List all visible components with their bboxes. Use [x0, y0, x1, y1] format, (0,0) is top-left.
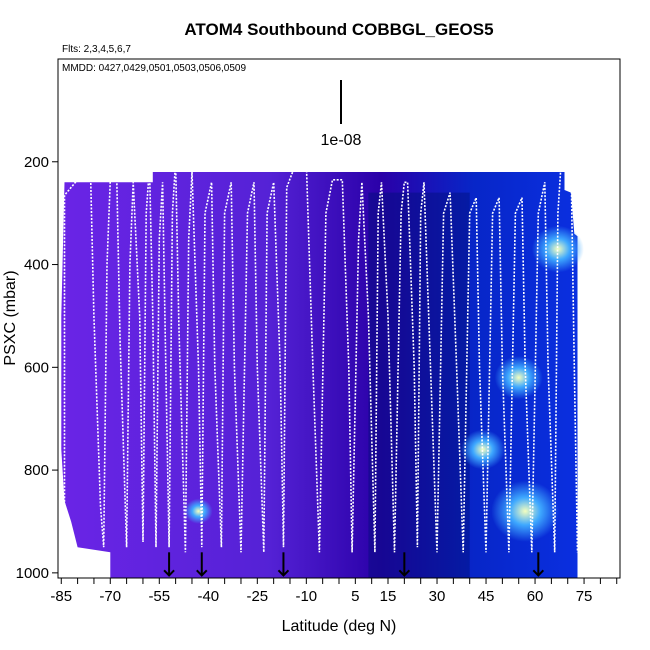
y-tick-label: 600 [24, 359, 49, 376]
x-tick-label: 45 [478, 588, 495, 605]
x-tick-label: -85 [50, 588, 72, 605]
x-tick-label: -55 [148, 588, 170, 605]
x-axis: -85 -70 -55 -40 -25 -10 5 15 30 45 60 75 [50, 577, 618, 605]
x-tick-label: 75 [576, 588, 593, 605]
scale-label: 1e-08 [321, 132, 362, 149]
heatmap-high-cell [184, 498, 213, 524]
y-axis: 200 400 600 800 1000 [16, 154, 59, 582]
y-axis-label: PSXC (mbar) [2, 270, 19, 365]
x-tick-label: 60 [527, 588, 544, 605]
x-tick-label: -40 [197, 588, 219, 605]
bottom-arrow-head [163, 569, 175, 577]
x-tick-label: -70 [99, 588, 121, 605]
dates-note: MMDD: 0427,0429,0501,0503,0506,0509 [62, 63, 246, 74]
heatmap-high-cell [460, 429, 505, 470]
y-tick-label: 200 [24, 154, 49, 171]
bottom-arrow-head [277, 569, 290, 577]
bottom-arrow-head [398, 569, 411, 577]
x-tick-label: 30 [429, 588, 446, 605]
heatmap-high-cell [531, 225, 584, 273]
x-tick-label: -25 [246, 588, 268, 605]
x-tick-label: -10 [295, 588, 317, 605]
flight-track [63, 161, 579, 553]
plot-area [57, 58, 621, 579]
y-tick-label: 1000 [16, 565, 49, 582]
heatmap-field [61, 172, 578, 578]
bottom-arrow-head [196, 569, 208, 577]
x-axis-label: Latitude (deg N) [282, 618, 397, 635]
x-tick-label: 5 [351, 588, 359, 605]
flights-note: Flts: 2,3,4,5,6,7 [62, 44, 131, 55]
y-tick-label: 800 [24, 462, 49, 479]
y-tick-label: 400 [24, 257, 49, 274]
heatmap-high-cell [494, 356, 543, 400]
bottom-arrow-head [532, 569, 545, 577]
heatmap-high-cell [491, 480, 560, 542]
chart-title: ATOM4 Southbound COBBGL_GEOS5 [184, 20, 493, 39]
x-tick-label: 15 [380, 588, 397, 605]
